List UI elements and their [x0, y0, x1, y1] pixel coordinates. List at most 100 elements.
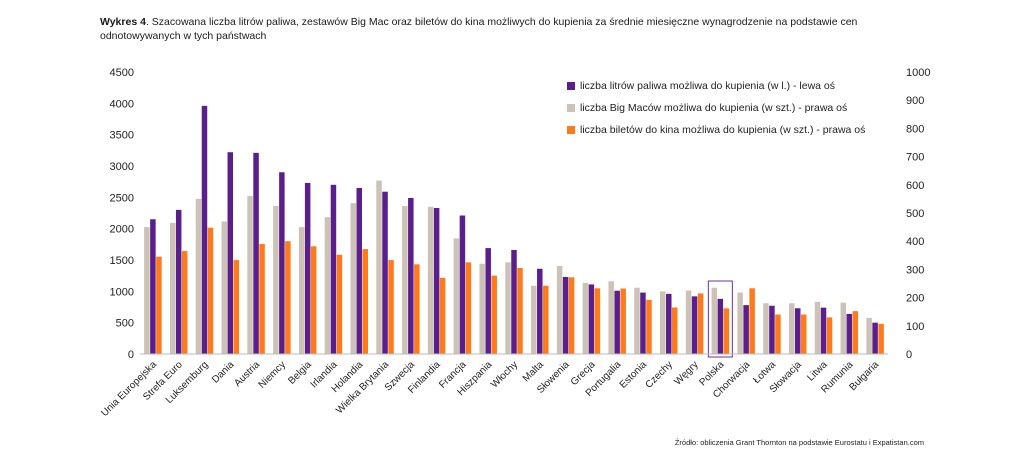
left-axis: 0 500 1000 1500 2000 2500 3000 3500 4000 4500 [110, 67, 134, 361]
cinema-bar [878, 323, 884, 354]
bigmac-bar [376, 180, 382, 354]
fuel-bar [588, 284, 595, 354]
right-axis-tick-label: 900 [906, 95, 924, 107]
cinema-bar [207, 227, 214, 354]
right-axis-tick-label: 600 [906, 180, 924, 192]
legend-item-fuel: liczba litrów paliwa możliwa do kupienia… [567, 80, 835, 92]
cinema-bar [672, 307, 678, 354]
legend-swatch [567, 104, 575, 112]
cinema-bar [568, 277, 575, 354]
fuel-bar [150, 219, 156, 354]
bigmac-bar [350, 203, 356, 354]
left-axis-tick-label: 3500 [110, 130, 134, 142]
bigmac-bar [866, 317, 872, 354]
cinema-bar [800, 314, 807, 354]
source-note: Źródło: obliczenia Grant Thornton na pod… [674, 438, 924, 447]
fuel-bar [691, 296, 698, 354]
bigmac-bar [763, 303, 769, 354]
cinema-bar [491, 275, 497, 354]
cinema-bar [233, 260, 240, 354]
left-axis-tick-label: 2500 [110, 192, 134, 204]
right-axis-tick-label: 200 [906, 293, 924, 305]
x-axis-category-label: Czechy [644, 359, 675, 390]
bigmac-bar [660, 291, 666, 354]
x-axis-category-label: Estonia [618, 359, 650, 391]
right-axis-tick-label: 100 [906, 321, 924, 333]
fuel-bar [382, 191, 388, 354]
cinema-bar [259, 244, 265, 354]
legend-label: liczba Big Maców możliwa do kupienia (w … [580, 102, 847, 114]
bigmac-bar [298, 227, 305, 354]
fuel-bar [175, 209, 182, 354]
fuel-bar [614, 290, 620, 354]
right-axis-tick-label: 500 [906, 208, 924, 220]
left-axis-tick-label: 3000 [110, 161, 134, 173]
bigmac-bar [840, 302, 847, 354]
left-axis-tick-label: 1500 [110, 255, 134, 267]
bigmac-bar [531, 285, 537, 354]
legend-item-cinema: liczba biletów do kina możliwa do kupien… [567, 124, 865, 136]
bigmac-bar [221, 221, 228, 354]
bigmac-bar [685, 290, 692, 354]
bigmac-bar [505, 262, 511, 354]
bigmac-bar [169, 222, 176, 354]
cinema-bar [543, 285, 549, 354]
bigmac-bar [788, 303, 795, 354]
x-axis-category-label: Niemcy [257, 359, 288, 390]
legend-swatch [567, 126, 575, 134]
fuel-bar [794, 308, 801, 354]
fuel-bar [562, 276, 569, 354]
cinema-bar [723, 308, 730, 354]
cinema-bar [826, 317, 833, 354]
fuel-bar [253, 152, 259, 354]
bigmac-bar [814, 301, 821, 354]
polska-highlight-box [707, 280, 733, 358]
left-axis-tick-label: 0 [128, 349, 134, 361]
right-axis: 0 100 200 300 400 500 600 700 800 900 1000 [906, 67, 930, 361]
fuel-bar [511, 249, 517, 354]
cinema-bar [465, 262, 472, 354]
bigmac-bar [711, 287, 718, 354]
legend: liczba litrów paliwa możliwa do kupienia… [567, 80, 865, 136]
bigmac-bar [737, 292, 743, 354]
bigmac-bar [556, 266, 563, 354]
cinema-bar [775, 314, 781, 354]
x-axis-category-label: Bułgaria [847, 359, 881, 393]
bigmac-bar [453, 238, 460, 354]
cinema-bar [646, 299, 652, 354]
right-axis-tick-label: 1000 [906, 67, 930, 79]
fuel-bar [408, 197, 414, 354]
bigmac-bar [479, 263, 485, 354]
cinema-bar [285, 241, 291, 354]
fuel-bar [769, 305, 775, 354]
fuel-bar [227, 152, 234, 354]
caption-text: . Szacowana liczba litrów paliwa, zestaw… [100, 16, 858, 42]
legend-label: liczba biletów do kina możliwa do kupien… [580, 124, 865, 136]
bigmac-bar [582, 282, 589, 354]
fuel-bar [666, 293, 672, 354]
fuel-bar [537, 268, 543, 354]
fuel-bar [459, 215, 466, 354]
legend-label: liczba litrów paliwa możliwa do kupienia… [580, 80, 835, 92]
fuel-bar [330, 184, 337, 354]
fuel-bar [872, 322, 878, 354]
right-axis-tick-label: 300 [906, 264, 924, 276]
fuel-bar [433, 207, 440, 354]
bigmac-bar [608, 281, 614, 354]
x-axis-category-label: Włochy [489, 359, 520, 390]
cinema-bar [181, 251, 188, 354]
cinema-bar [388, 260, 394, 354]
left-axis-tick-label: 4500 [110, 67, 134, 79]
fuel-bar [304, 182, 311, 354]
bigmac-bar [427, 206, 434, 354]
cinema-bar [852, 311, 859, 354]
fuel-bar [201, 105, 208, 354]
fuel-bar [485, 248, 491, 354]
chart-caption: Wykres 4. Szacowana liczba litrów paliwa… [100, 15, 920, 43]
bigmac-bar [634, 287, 640, 354]
fuel-bar [640, 292, 646, 354]
bars [144, 105, 884, 354]
cinema-bar [620, 288, 626, 354]
cinema-bar [517, 267, 523, 354]
